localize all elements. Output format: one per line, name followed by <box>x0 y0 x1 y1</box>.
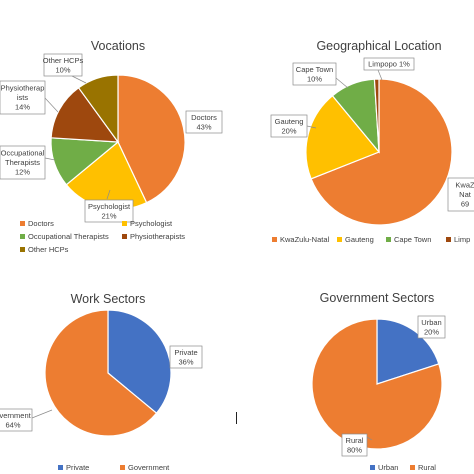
legend-swatch-doctors <box>20 221 25 226</box>
vocations-chart: VocationsDoctors43%Psychologist21%Occupa… <box>0 39 223 254</box>
leader-line <box>44 157 56 161</box>
data-label-physiotherapists: ists <box>17 93 29 102</box>
data-label-occupational-therapists: Therapists <box>5 158 40 167</box>
legend-item-occupational-therapists: Occupational Therapists <box>28 232 109 241</box>
leader-line <box>335 77 349 89</box>
data-label-urban: Urban <box>421 318 441 327</box>
data-label-box <box>43 53 83 77</box>
data-label-box <box>0 145 46 180</box>
data-label-other-hcps: Other HCPs <box>43 56 84 65</box>
legend-swatch-government <box>120 465 125 470</box>
pie-slice-government <box>44 309 158 437</box>
data-label-doctors: 43% <box>196 122 211 131</box>
data-label-box <box>270 114 308 138</box>
data-label-physiotherapists: 14% <box>15 103 30 112</box>
legend-item-gauteng: Gauteng <box>345 235 374 244</box>
data-label-physiotherapists: Physiotherap <box>1 84 45 93</box>
data-label-box <box>292 62 337 86</box>
data-label-kwazulu-natal: Nat <box>459 190 472 199</box>
data-label-urban: 20% <box>424 327 439 336</box>
data-label-gauteng: Gauteng <box>275 117 304 126</box>
data-label-doctors: Doctors <box>191 113 217 122</box>
data-label-cape-town: Cape Town <box>296 65 333 74</box>
pie-slice-kwazulu-natal <box>310 78 453 226</box>
pie-slice-physiotherapists <box>50 86 120 143</box>
pie-slice-private <box>107 309 172 415</box>
data-label-box <box>185 110 223 134</box>
leader-line <box>306 125 317 129</box>
data-label-box <box>341 433 368 457</box>
data-label-other-hcps: 10% <box>55 65 70 74</box>
data-label-government: overnment <box>0 411 32 420</box>
pie-slice-gauteng <box>305 94 380 180</box>
legend-item-physiotherapists: Physiotherapists <box>130 232 185 241</box>
chart-title: Geographical Location <box>316 39 441 53</box>
legend-swatch-rural <box>410 465 415 470</box>
legend-item-psychologist: Psychologist <box>130 219 173 228</box>
pie-slice-doctors <box>117 74 186 204</box>
data-label-psychologist: Psychologist <box>88 202 131 211</box>
data-label-box <box>447 177 474 212</box>
pie-slice-rural <box>311 318 443 450</box>
legend-swatch-cape-town <box>386 237 391 242</box>
geographical-location-chart: Geographical LocationKwaZNat69Gauteng20%… <box>270 39 474 244</box>
legend-swatch-other-hcps <box>20 247 25 252</box>
legend-swatch-occupational-therapists <box>20 234 25 239</box>
leader-line <box>44 97 59 113</box>
data-label-occupational-therapists: Occupational <box>1 149 45 158</box>
data-label-government: 64% <box>5 420 20 429</box>
data-label-kwazulu-natal: KwaZ <box>455 181 474 190</box>
data-label-private: Private <box>174 348 197 357</box>
chart-title: Vocations <box>91 39 145 53</box>
legend-item-private: Private <box>66 463 89 472</box>
text-cursor-icon <box>236 412 237 424</box>
legend-item-cape-town: Cape Town <box>394 235 431 244</box>
leader-line <box>106 189 111 200</box>
leader-line <box>377 69 383 81</box>
data-label-box <box>0 80 46 115</box>
data-label-private: 36% <box>178 357 193 366</box>
legend-swatch-private <box>58 465 63 470</box>
pie-slice-limpopo <box>373 78 380 153</box>
legend-swatch-limpopo <box>446 237 451 242</box>
data-label-kwazulu-natal: 69 <box>461 200 469 209</box>
legend-swatch-gauteng <box>337 237 342 242</box>
data-label-occupational-therapists: 12% <box>15 168 30 177</box>
data-label-box <box>169 345 203 369</box>
legend-item-rural: Rural <box>418 463 436 472</box>
data-label-rural: Rural <box>346 436 364 445</box>
legend-swatch-physiotherapists <box>122 234 127 239</box>
leader-line <box>71 75 87 84</box>
pie-slice-other-hcps <box>77 74 119 144</box>
data-label-cape-town: 10% <box>307 74 322 83</box>
legend-swatch-urban <box>370 465 375 470</box>
chart-title: Government Sectors <box>320 291 435 305</box>
legend-item-limpopo: Limp <box>454 235 470 244</box>
legend-item-government: Government <box>128 463 170 472</box>
legend-item-doctors: Doctors <box>28 219 54 228</box>
data-label-box <box>363 57 415 71</box>
pie-slice-urban <box>376 318 440 385</box>
legend-item-kwazulu-natal: KwaZulu-Natal <box>280 235 330 244</box>
data-label-box <box>417 315 446 339</box>
data-label-gauteng: 20% <box>281 126 296 135</box>
data-label-psychologist: 21% <box>101 211 116 220</box>
leader-line <box>31 409 53 419</box>
legend-swatch-kwazulu-natal <box>272 237 277 242</box>
chart-title: Work Sectors <box>71 292 146 306</box>
data-label-rural: 80% <box>347 445 362 454</box>
data-label-limpopo: Limpopo 1% <box>368 60 410 69</box>
legend-item-urban: Urban <box>378 463 398 472</box>
data-label-box <box>84 199 134 223</box>
data-label-box <box>0 408 33 432</box>
legend-swatch-psychologist <box>122 221 127 226</box>
work-sectors-chart: Work SectorsPrivate36%overnment64%Privat… <box>0 292 203 472</box>
legend-item-other-hcps: Other HCPs <box>28 245 69 254</box>
